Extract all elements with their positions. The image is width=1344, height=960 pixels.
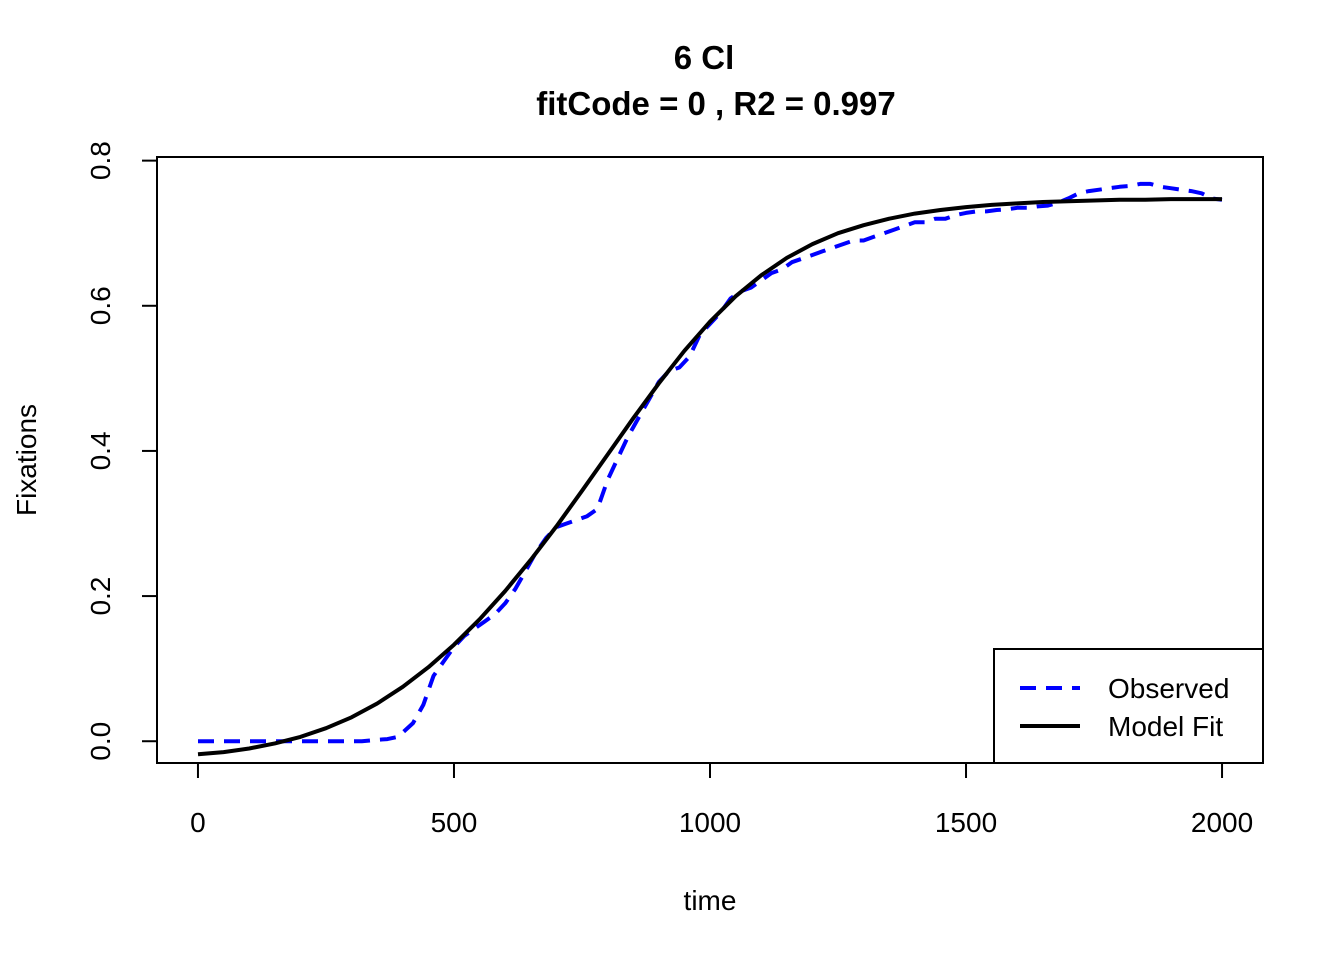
y-tick-label: 0.6: [85, 286, 116, 325]
x-tick-label: 1000: [679, 807, 741, 838]
series-line-observed: [198, 181, 1223, 744]
legend-observed-label: Observed: [1108, 673, 1229, 704]
series-layer: [197, 181, 1223, 757]
x-axis: 0 500 1000 1500 2000: [190, 762, 1253, 838]
x-tick-label: 0: [190, 807, 206, 838]
chart-title: 6 Cl: [674, 39, 735, 76]
y-tick-label: 0.4: [85, 431, 116, 470]
legend-box: [993, 648, 1264, 764]
legend-model-fit-label: Model Fit: [1108, 711, 1223, 742]
series-line-model-fit: [197, 197, 1222, 757]
x-tick-label: 500: [431, 807, 478, 838]
y-tick-label: 0.0: [85, 722, 116, 761]
y-axis-label: Fixations: [11, 404, 42, 516]
y-tick-label: 0.2: [85, 577, 116, 616]
x-tick-label: 2000: [1191, 807, 1253, 838]
x-axis-label: time: [684, 885, 737, 916]
y-axis: 0.0 0.2 0.4 0.6 0.8: [85, 141, 158, 761]
legend: Observed Model Fit: [993, 648, 1264, 764]
x-tick-label: 1500: [935, 807, 997, 838]
chart-subtitle: fitCode = 0 , R2 = 0.997: [536, 85, 896, 122]
y-tick-label: 0.8: [85, 141, 116, 180]
